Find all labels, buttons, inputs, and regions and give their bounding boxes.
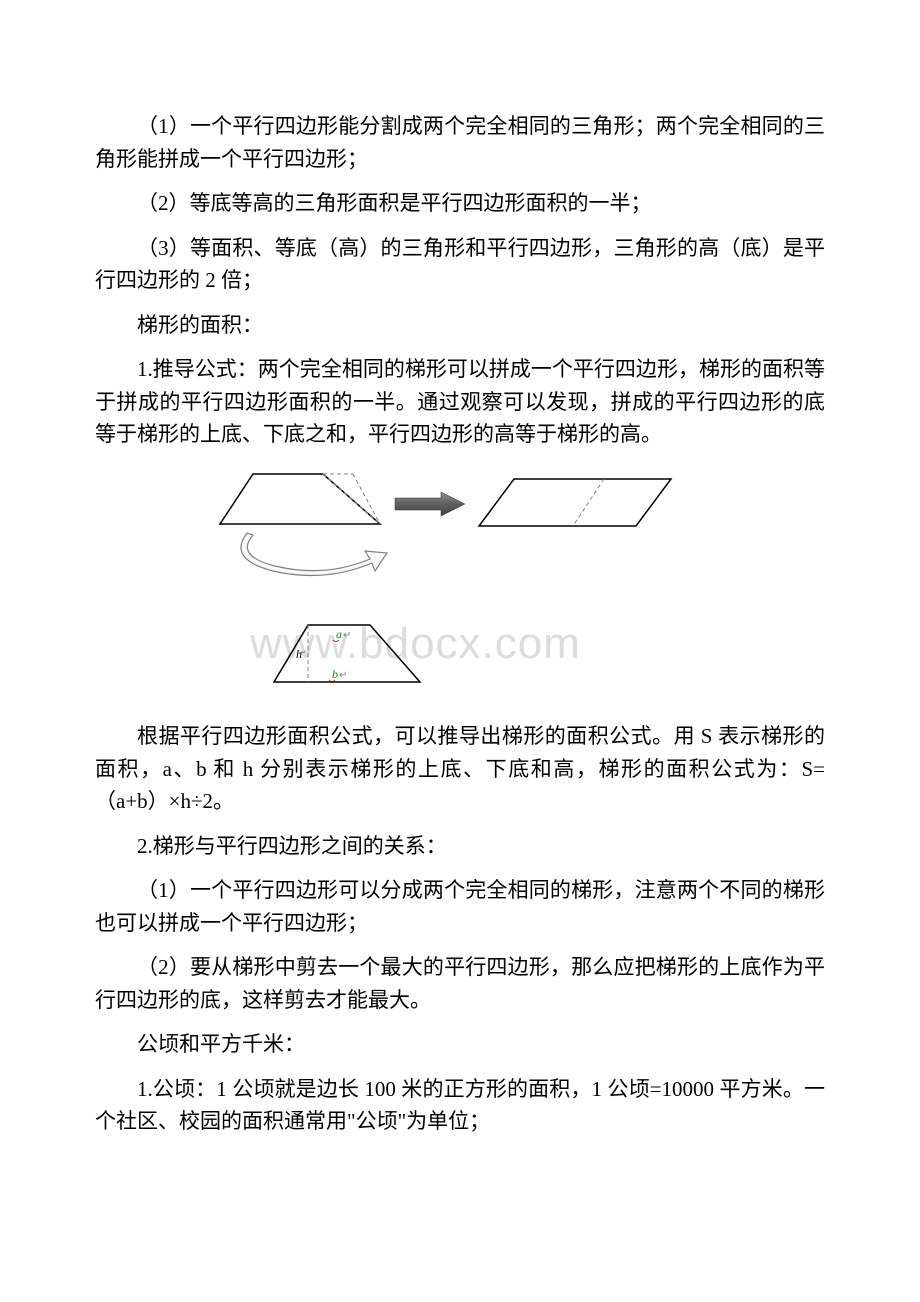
paragraph-7-heading: 2.梯形与平行四边形之间的关系： <box>95 830 825 863</box>
trapezoid-labeled: a ↵ h ↵ b ↵ <box>270 620 425 692</box>
svg-text:↵: ↵ <box>300 648 307 657</box>
diagram-row-2: a ↵ h ↵ b ↵ <box>270 620 825 702</box>
svg-text:↵: ↵ <box>343 630 351 641</box>
diagram-section: a ↵ h ↵ b ↵ <box>215 469 825 702</box>
paragraph-5: 1.推导公式：两个完全相同的梯形可以拼成一个平行四边形，梯形的面积等于拼成的平行… <box>95 353 825 451</box>
paragraph-6: 根据平行四边形面积公式，可以推导出梯形的面积公式。用 S 表示梯形的面积，a、b… <box>95 720 825 818</box>
curved-arrow-icon <box>225 531 395 579</box>
svg-text:↵: ↵ <box>339 670 347 681</box>
paragraph-4-heading: 梯形的面积： <box>95 309 825 342</box>
paragraph-11: 1.公顷：1 公顷就是边长 100 米的正方形的面积，1 公顷=10000 平方… <box>95 1073 825 1138</box>
paragraph-9: （2）要从梯形中剪去一个最大的平行四边形，那么应把梯形的上底作为平行四边形的底，… <box>95 951 825 1016</box>
trapezoid-with-dashed <box>215 469 385 539</box>
svg-text:b: b <box>332 667 338 681</box>
svg-text:a: a <box>336 627 342 641</box>
paragraph-2: （2）等底等高的三角形面积是平行四边形面积的一半； <box>95 187 825 220</box>
arrow-icon <box>393 489 468 519</box>
paragraph-10-heading: 公顷和平方千米： <box>95 1028 825 1061</box>
paragraph-1: （1）一个平行四边形能分割成两个完全相同的三角形；两个完全相同的三角形能拼成一个… <box>95 110 825 175</box>
paragraph-8: （1）一个平行四边形可以分成两个完全相同的梯形，注意两个不同的梯形也可以拼成一个… <box>95 874 825 939</box>
document-content: （1）一个平行四边形能分割成两个完全相同的三角形；两个完全相同的三角形能拼成一个… <box>95 110 825 1138</box>
parallelogram-with-dashed <box>476 471 676 536</box>
diagram-row-1 <box>215 469 825 539</box>
paragraph-3: （3）等面积、等底（高）的三角形和平行四边形，三角形的高（底）是平行四边形的 2… <box>95 232 825 297</box>
